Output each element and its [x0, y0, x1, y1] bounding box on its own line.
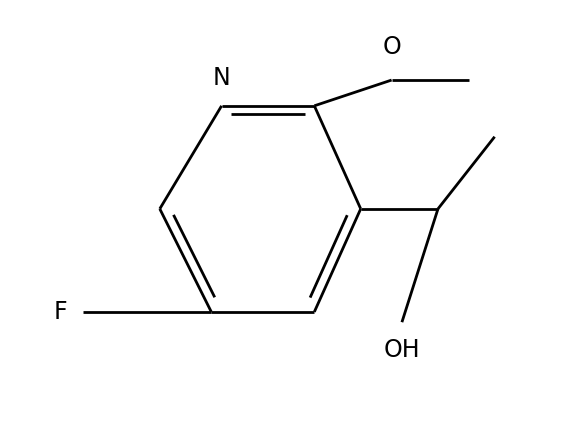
- Text: O: O: [382, 36, 401, 59]
- Text: OH: OH: [384, 338, 420, 362]
- Text: F: F: [53, 300, 67, 324]
- Text: N: N: [213, 66, 231, 90]
